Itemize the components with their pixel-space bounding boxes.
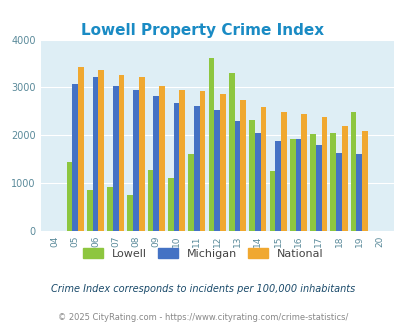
Bar bbox=[194, 106, 199, 231]
Bar bbox=[188, 154, 194, 231]
Bar bbox=[309, 134, 315, 231]
Bar bbox=[301, 114, 306, 231]
Bar bbox=[220, 94, 225, 231]
Bar bbox=[139, 78, 144, 231]
Bar bbox=[133, 90, 139, 231]
Bar bbox=[159, 85, 164, 231]
Text: Crime Index corresponds to incidents per 100,000 inhabitants: Crime Index corresponds to incidents per… bbox=[51, 284, 354, 294]
Text: Lowell Property Crime Index: Lowell Property Crime Index bbox=[81, 23, 324, 38]
Bar bbox=[275, 141, 280, 231]
Bar bbox=[260, 107, 266, 231]
Bar bbox=[92, 78, 98, 231]
Bar bbox=[107, 187, 113, 231]
Bar bbox=[350, 112, 356, 231]
Bar bbox=[147, 170, 153, 231]
Bar bbox=[330, 133, 335, 231]
Bar bbox=[228, 73, 234, 231]
Bar bbox=[72, 83, 78, 231]
Bar bbox=[321, 117, 326, 231]
Bar bbox=[234, 121, 240, 231]
Bar bbox=[168, 178, 173, 231]
Bar bbox=[173, 103, 179, 231]
Text: © 2025 CityRating.com - https://www.cityrating.com/crime-statistics/: © 2025 CityRating.com - https://www.city… bbox=[58, 313, 347, 322]
Bar bbox=[249, 119, 254, 231]
Bar bbox=[341, 126, 347, 231]
Bar bbox=[179, 90, 185, 231]
Bar bbox=[240, 100, 245, 231]
Bar bbox=[66, 162, 72, 231]
Bar bbox=[315, 145, 321, 231]
Bar bbox=[208, 58, 214, 231]
Bar bbox=[98, 70, 104, 231]
Bar bbox=[356, 154, 361, 231]
Bar bbox=[254, 133, 260, 231]
Bar bbox=[113, 85, 118, 231]
Bar bbox=[214, 110, 220, 231]
Bar bbox=[127, 195, 133, 231]
Bar bbox=[269, 171, 275, 231]
Bar bbox=[289, 139, 295, 231]
Bar bbox=[335, 152, 341, 231]
Bar bbox=[280, 112, 286, 231]
Bar bbox=[295, 139, 301, 231]
Bar bbox=[361, 130, 367, 231]
Bar bbox=[118, 75, 124, 231]
Bar bbox=[199, 91, 205, 231]
Legend: Lowell, Michigan, National: Lowell, Michigan, National bbox=[78, 244, 327, 263]
Bar bbox=[78, 67, 83, 231]
Bar bbox=[87, 190, 92, 231]
Bar bbox=[153, 96, 159, 231]
